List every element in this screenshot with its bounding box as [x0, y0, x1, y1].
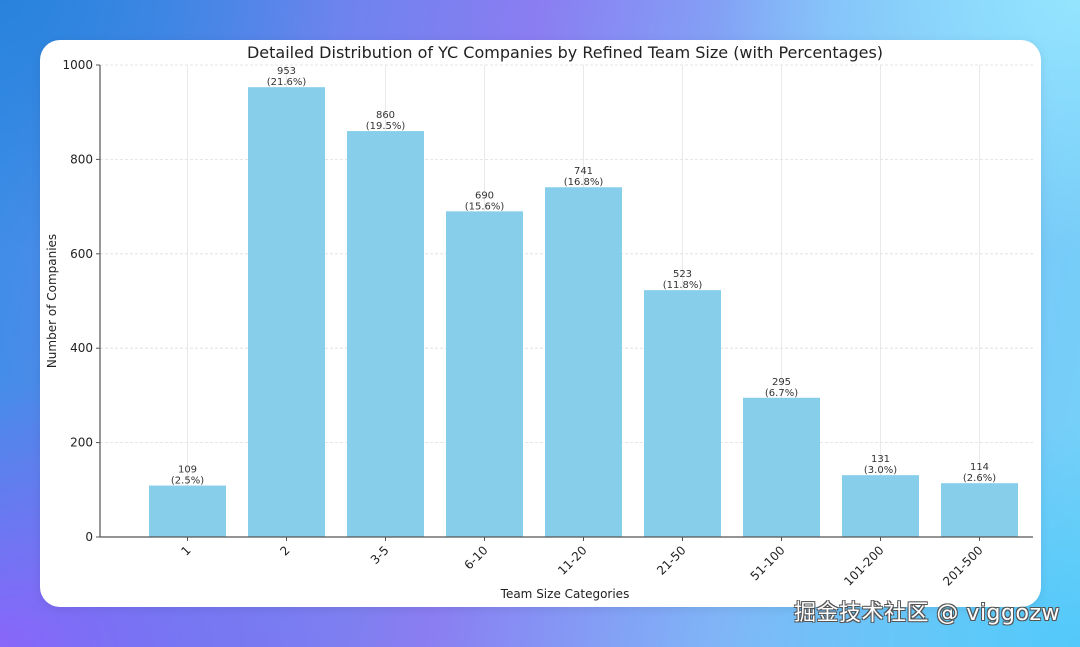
x-tick-label: 2 [277, 543, 292, 558]
x-tick-label: 11-20 [555, 543, 590, 578]
x-tick-label: 21-50 [654, 543, 689, 578]
x-tick-label: 201-500 [940, 543, 985, 588]
y-ticks-group: 0 200 400 600 800 1000 [62, 58, 100, 544]
y-tick-label: 800 [70, 152, 93, 166]
bar-value-label: 109 [178, 465, 197, 476]
bar-11-20 [545, 187, 622, 538]
y-tick-label: 0 [85, 530, 93, 544]
x-tick-label: 101-200 [841, 543, 886, 588]
bar-value-label: 295 [772, 377, 791, 388]
bar-2 [248, 87, 325, 538]
bar-percent-label: (15.6%) [465, 201, 505, 212]
bar-percent-label: (16.8%) [564, 177, 604, 188]
bar-percent-label: (11.8%) [663, 280, 703, 291]
y-tick-label: 1000 [62, 58, 93, 72]
bar-6-10 [446, 211, 523, 537]
bar-value-label: 523 [673, 269, 692, 280]
bars-group [149, 87, 1018, 538]
chart-title: Detailed Distribution of YC Companies by… [247, 43, 883, 62]
x-tick-label: 1 [178, 543, 193, 558]
bar-value-label: 741 [574, 166, 593, 177]
bar-21-50 [644, 290, 721, 537]
watermark: 掘金技术社区 @ viggozw [793, 601, 1060, 626]
bar-labels-group: 109(2.5%) 953(21.6%) 860(19.5%) 690(15.6%) 7… [171, 66, 996, 486]
y-axis-label: Number of Companies [45, 234, 59, 368]
bar-percent-label: (6.7%) [765, 388, 798, 399]
bar-201-500 [941, 483, 1018, 537]
bar-101-200 [842, 475, 919, 537]
x-axis-label: Team Size Categories [500, 587, 630, 601]
y-tick-label: 400 [70, 341, 93, 355]
bar-1 [149, 485, 226, 537]
bar-51-100 [743, 397, 820, 537]
bar-percent-label: (2.5%) [171, 476, 204, 487]
bar-percent-label: (21.6%) [267, 77, 307, 88]
x-ticks-group: 1 2 3-5 6-10 11-20 21-50 51-100 101-200 201-500 [178, 537, 986, 589]
bar-value-label: 953 [277, 66, 296, 77]
bar-percent-label: (2.6%) [963, 473, 996, 484]
bar-3-5 [347, 131, 424, 537]
bar-value-label: 114 [970, 462, 989, 473]
bar-percent-label: (3.0%) [864, 465, 897, 476]
y-tick-label: 600 [70, 247, 93, 261]
bar-value-label: 131 [871, 454, 890, 465]
bar-value-label: 860 [376, 110, 395, 121]
bar-percent-label: (19.5%) [366, 121, 406, 132]
bar-value-label: 690 [475, 190, 494, 201]
y-tick-label: 200 [70, 436, 93, 450]
x-tick-label: 3-5 [368, 543, 392, 567]
x-tick-label: 6-10 [461, 543, 490, 572]
x-tick-label: 51-100 [748, 543, 788, 583]
